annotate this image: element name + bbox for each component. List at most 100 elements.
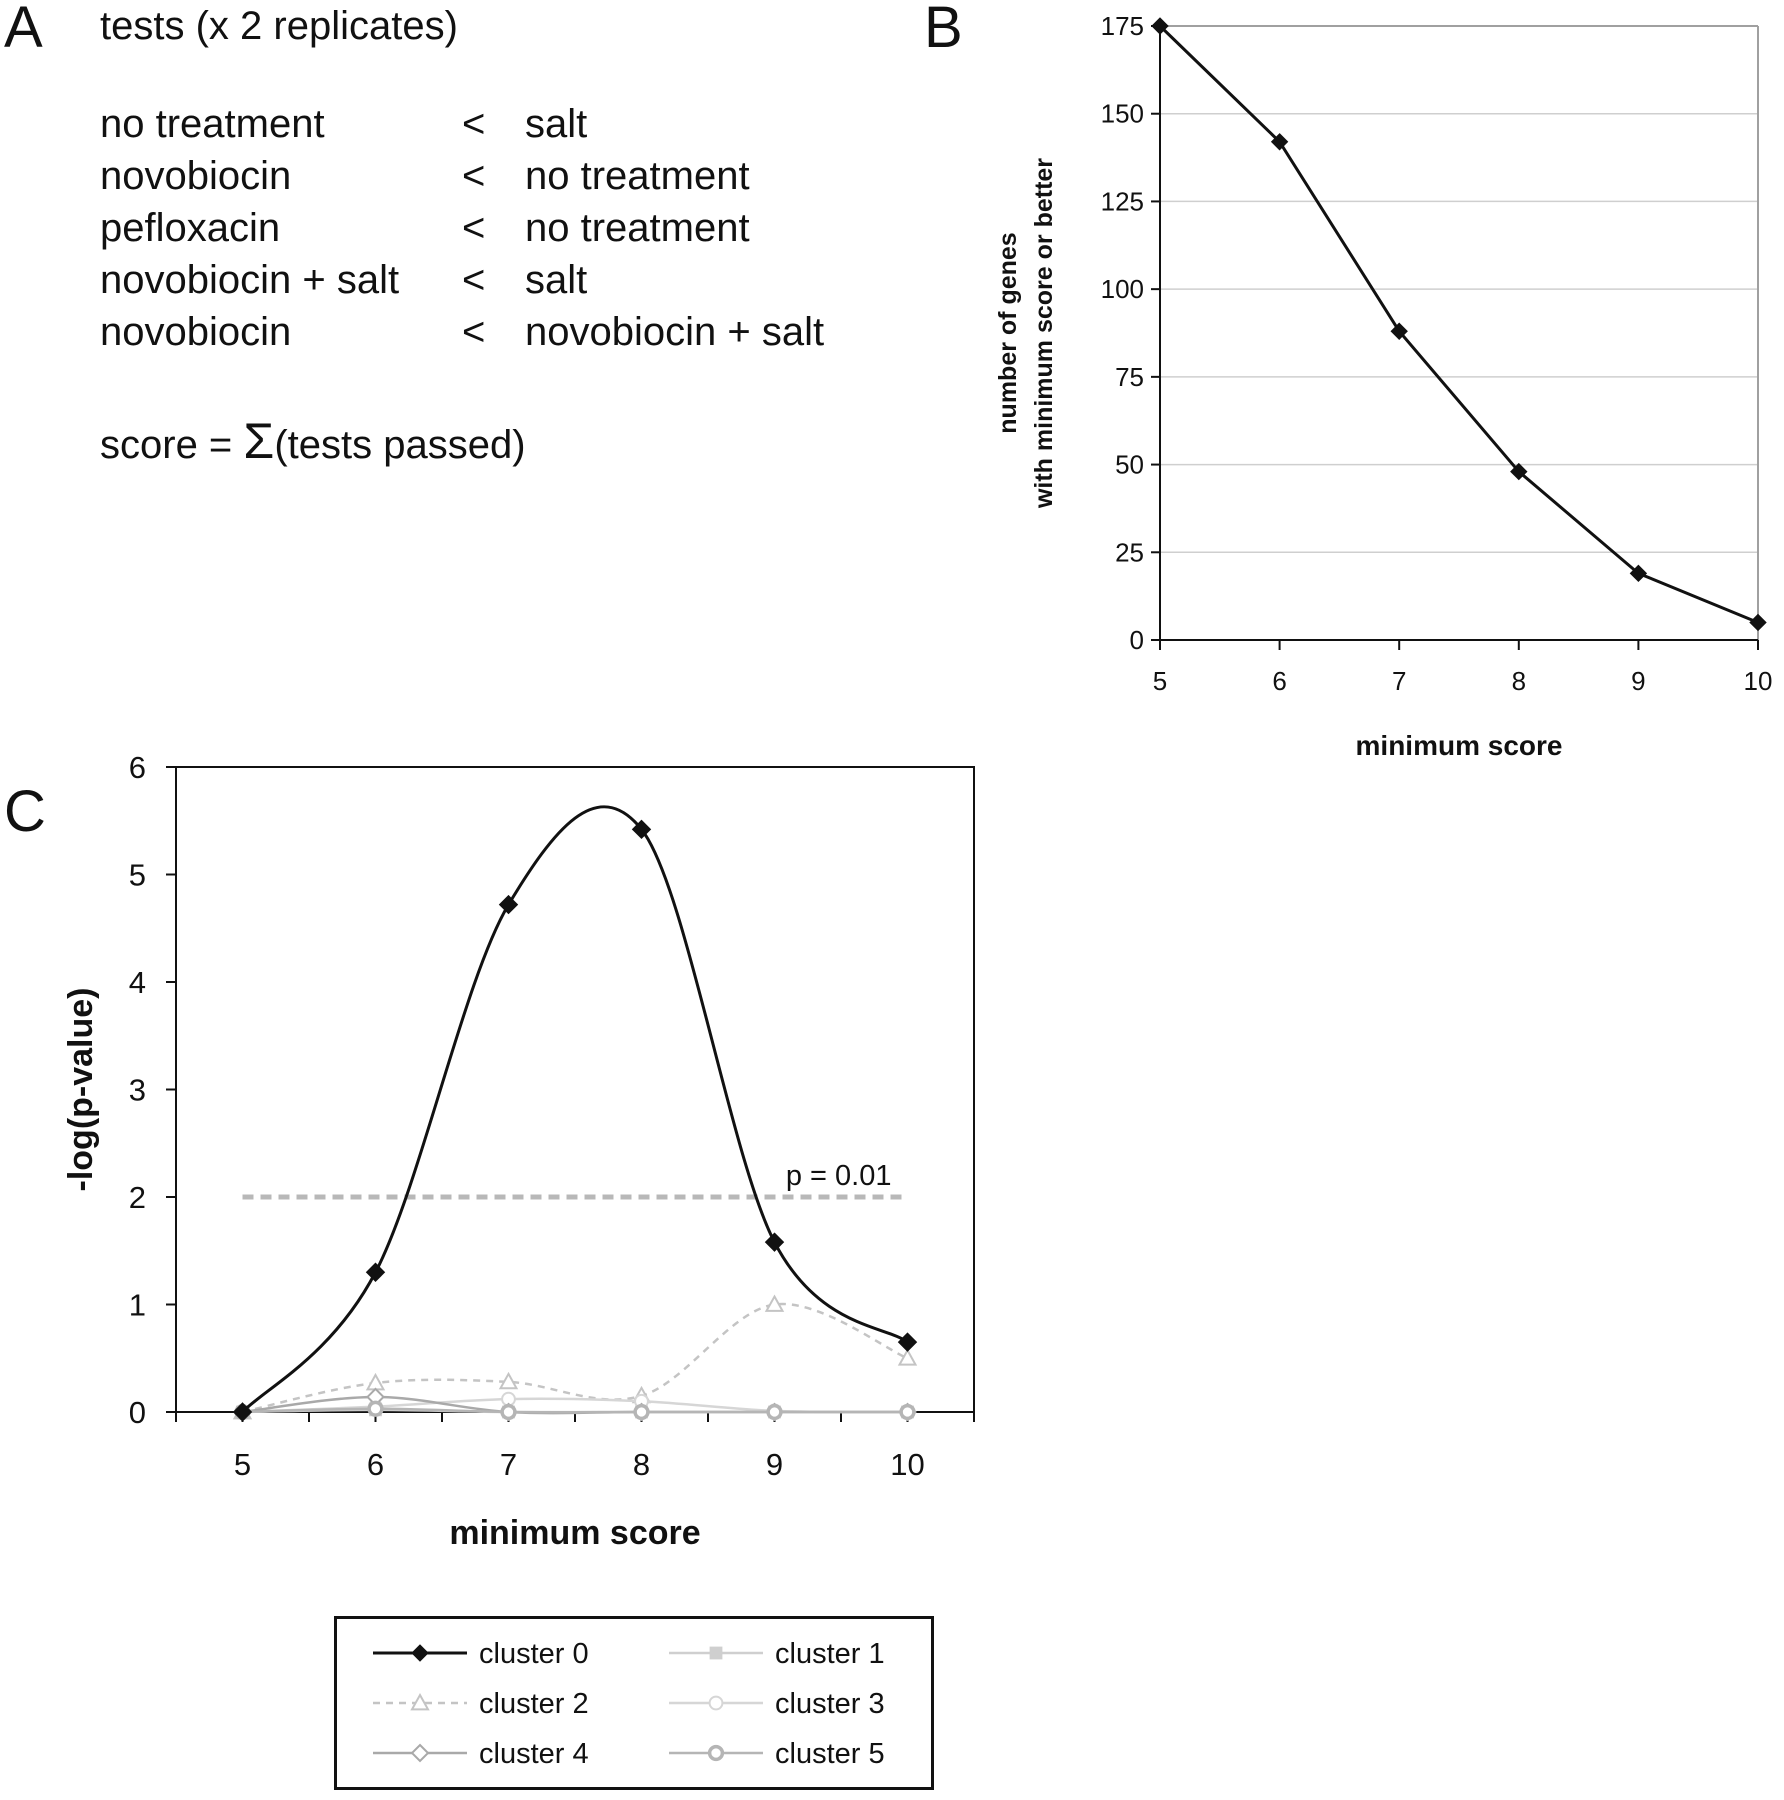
legend-item: cluster 4 — [371, 1733, 631, 1773]
test-operator: < — [462, 154, 486, 198]
data-point — [1629, 564, 1648, 583]
legend-label: cluster 2 — [479, 1688, 589, 1720]
series-line — [1158, 24, 1759, 624]
series-line — [241, 805, 909, 1414]
x-tick-label: 7 — [1392, 666, 1406, 696]
y-tick-label: 175 — [1101, 11, 1144, 41]
data-point — [897, 1348, 918, 1366]
legend-swatch — [669, 1744, 763, 1762]
y-tick-label: 25 — [1115, 537, 1144, 567]
legend-item: cluster 1 — [667, 1633, 927, 1673]
series-line — [242, 1407, 908, 1414]
sigma-symbol: Σ — [243, 413, 275, 469]
chart-legend: cluster 0 cluster 1 cluster 2 cluster 3 clus… — [334, 1616, 934, 1790]
x-axis-label: minimum score — [1356, 730, 1563, 761]
chart-c: 0 1 2 3 4 5 6 5 6 7 8 9 10 minimum score -log(p-value)… — [62, 750, 975, 1552]
data-point — [764, 1294, 785, 1312]
legend-label: cluster 0 — [479, 1638, 589, 1670]
test-operator: < — [462, 258, 486, 302]
x-tick-label: 9 — [766, 1447, 783, 1482]
y-tick-label: 6 — [129, 750, 146, 785]
legend-swatch — [373, 1644, 467, 1662]
data-point — [500, 1403, 517, 1421]
panel-a-title: tests (x 2 replicates) — [100, 4, 458, 48]
test-operator: < — [462, 206, 486, 250]
data-point — [411, 1644, 429, 1662]
test-left: pefloxacin — [100, 206, 281, 250]
data-point — [498, 1371, 519, 1390]
test-left: novobiocin + salt — [100, 258, 400, 302]
data-point — [410, 1692, 430, 1711]
y-axis-label: number of genes — [994, 232, 1022, 433]
legend-label: cluster 3 — [775, 1688, 885, 1720]
legend-swatch — [373, 1743, 467, 1763]
threshold-label: p = 0.01 — [786, 1160, 892, 1192]
y-tick-label: 0 — [1130, 625, 1144, 655]
test-operator: < — [462, 102, 486, 146]
test-left: novobiocin — [100, 154, 292, 198]
y-axis-label: with minimum score or better — [1030, 158, 1058, 509]
test-right: no treatment — [525, 154, 750, 198]
score-suffix: (tests passed) — [274, 423, 526, 467]
data-point — [897, 1332, 918, 1352]
plot-frame — [175, 766, 975, 1413]
data-point — [707, 1744, 725, 1762]
y-tick-label: 1 — [129, 1288, 146, 1323]
x-tick-label: 6 — [367, 1447, 384, 1482]
y-tick-label: 2 — [129, 1180, 146, 1215]
y-tick-label: 125 — [1101, 186, 1144, 216]
data-point — [764, 1232, 785, 1252]
legend-item: cluster 5 — [667, 1733, 927, 1773]
data-point — [367, 1400, 384, 1417]
score-formula: score = Σ(tests passed) — [100, 416, 526, 466]
test-right: salt — [525, 258, 588, 302]
series-line — [242, 1302, 908, 1414]
x-tick-label: 7 — [500, 1447, 517, 1482]
chart-b: 0 25 50 75 100 125 150 175 5 6 7 8 9 10 minimum score n… — [994, 11, 1772, 761]
test-left: novobiocin — [100, 310, 292, 354]
y-tick-label: 0 — [129, 1395, 146, 1430]
panel-b-letter: B — [924, 0, 963, 60]
legend-item: cluster 3 — [667, 1683, 927, 1723]
y-tick-label: 100 — [1101, 274, 1144, 304]
panel-a-letter: A — [4, 0, 43, 60]
data-point — [1270, 133, 1289, 151]
y-axis-label: -log(p-value) — [62, 988, 100, 1192]
data-point — [631, 819, 652, 840]
test-left: no treatment — [100, 102, 325, 146]
legend-label: cluster 1 — [775, 1638, 885, 1670]
x-tick-label: 8 — [1512, 666, 1526, 696]
legend-swatch — [669, 1695, 763, 1711]
data-point — [709, 1646, 723, 1660]
data-point — [232, 1402, 253, 1422]
x-tick-label: 8 — [633, 1447, 650, 1482]
data-point — [766, 1403, 783, 1421]
data-point — [708, 1695, 724, 1711]
x-tick-label: 6 — [1272, 666, 1286, 696]
x-tick-label: 10 — [890, 1447, 924, 1482]
data-point — [1510, 462, 1528, 481]
x-tick-label: 5 — [234, 1447, 251, 1482]
test-right: no treatment — [525, 206, 750, 250]
panel-c-letter: C — [4, 779, 46, 844]
legend-item: cluster 0 — [371, 1633, 631, 1673]
y-tick-label: 50 — [1115, 450, 1144, 480]
y-tick-label: 75 — [1115, 362, 1144, 392]
y-tick-label: 3 — [129, 1073, 146, 1108]
legend-label: cluster 4 — [479, 1738, 589, 1770]
data-point — [498, 894, 519, 915]
legend-label: cluster 5 — [775, 1738, 885, 1770]
data-point — [899, 1403, 916, 1421]
data-point — [365, 1372, 386, 1391]
y-tick-label: 4 — [129, 965, 146, 1000]
x-tick-label: 10 — [1744, 666, 1773, 696]
data-point — [1151, 17, 1169, 35]
data-point — [633, 1403, 650, 1421]
legend-item: cluster 2 — [371, 1683, 631, 1723]
y-tick-label: 5 — [129, 858, 146, 893]
x-axis-label: minimum score — [449, 1514, 700, 1552]
test-operator: < — [462, 310, 486, 354]
x-tick-label: 9 — [1631, 666, 1645, 696]
y-tick-label: 150 — [1101, 99, 1144, 129]
